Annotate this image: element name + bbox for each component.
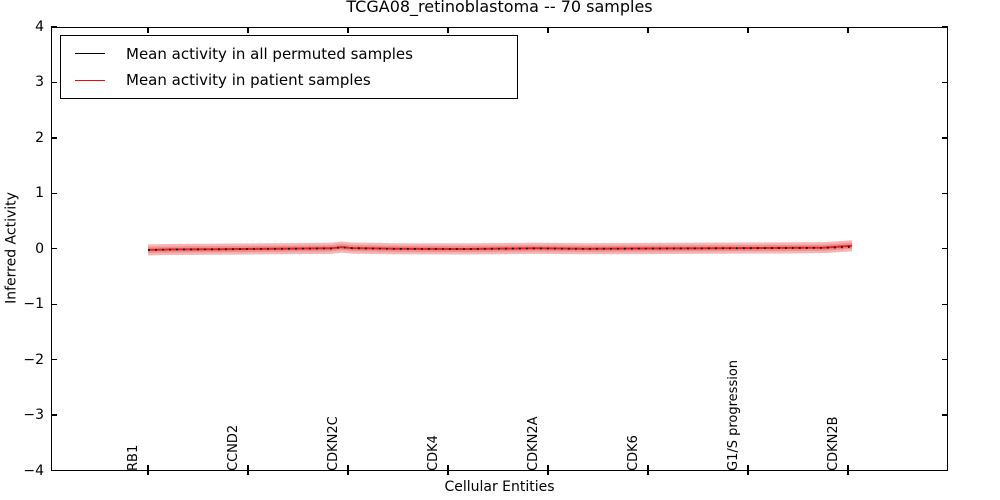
y-tick-label: 3 — [35, 74, 44, 91]
tick-mark — [942, 303, 948, 305]
tick-mark — [51, 137, 57, 139]
tick-mark — [51, 303, 57, 305]
tick-mark — [942, 137, 948, 139]
x-tick-label: CDKN2B — [826, 416, 842, 471]
tick-mark — [942, 26, 948, 28]
y-tick-label: 4 — [35, 19, 44, 35]
x-tick-label: RB1 — [126, 444, 142, 471]
tick-mark — [747, 464, 749, 475]
tick-mark — [942, 81, 948, 84]
y-tick-label: 2 — [35, 129, 44, 146]
x-tick-label: CDKN2A — [526, 416, 542, 471]
tick-mark — [942, 248, 948, 250]
x-tick-label: CDK6 — [626, 435, 642, 471]
tick-mark — [647, 464, 649, 475]
y-tick-label: −1 — [23, 296, 44, 313]
legend-entry-patient: Mean activity in patient samples — [61, 71, 517, 89]
y-tick-label: 1 — [35, 185, 44, 202]
tick-mark — [51, 359, 57, 361]
tick-mark — [547, 27, 549, 33]
tick-mark — [942, 469, 948, 472]
tick-mark — [447, 464, 449, 475]
tick-mark — [51, 192, 57, 194]
red-line-swatch — [75, 79, 105, 81]
tick-mark — [51, 81, 57, 84]
tick-mark — [547, 464, 549, 475]
tick-mark — [51, 469, 57, 472]
black-line-swatch — [75, 53, 105, 55]
tick-mark — [847, 464, 849, 475]
tick-mark — [51, 26, 57, 28]
plot-title: TCGA08_retinoblastoma -- 70 samples — [346, 0, 653, 16]
tick-mark — [247, 27, 249, 33]
tick-mark — [447, 27, 449, 33]
patient-mean-line — [148, 244, 853, 251]
tick-mark — [647, 27, 649, 33]
tick-mark — [942, 414, 948, 416]
x-tick-label: CCND2 — [226, 424, 242, 471]
tick-mark — [847, 27, 849, 33]
x-tick-label: CDK4 — [426, 435, 441, 471]
y-tick-label: −4 — [23, 462, 44, 479]
tick-mark — [942, 359, 948, 361]
tick-mark — [247, 464, 249, 475]
legend-label: Mean activity in all permuted samples — [126, 44, 413, 63]
tick-mark — [51, 248, 57, 250]
tick-mark — [51, 414, 57, 416]
x-tick-label: CDKN2C — [326, 416, 342, 471]
tick-mark — [347, 464, 349, 475]
y-tick-label: −3 — [23, 407, 44, 424]
tick-mark — [747, 27, 749, 33]
tick-mark — [147, 464, 149, 475]
legend-label: Mean activity in patient samples — [126, 71, 371, 90]
x-tick-label: G1/S progression — [726, 359, 742, 471]
tick-mark — [147, 27, 149, 33]
y-tick-label: 0 — [35, 240, 44, 257]
legend-box: Mean activity in all permuted samples Me… — [60, 35, 518, 99]
x-axis-label: Cellular Entities — [444, 479, 555, 495]
y-tick-label: −2 — [23, 351, 44, 368]
tick-mark — [942, 192, 948, 194]
legend-entry-permuted: Mean activity in all permuted samples — [61, 45, 517, 63]
tick-mark — [347, 27, 349, 33]
